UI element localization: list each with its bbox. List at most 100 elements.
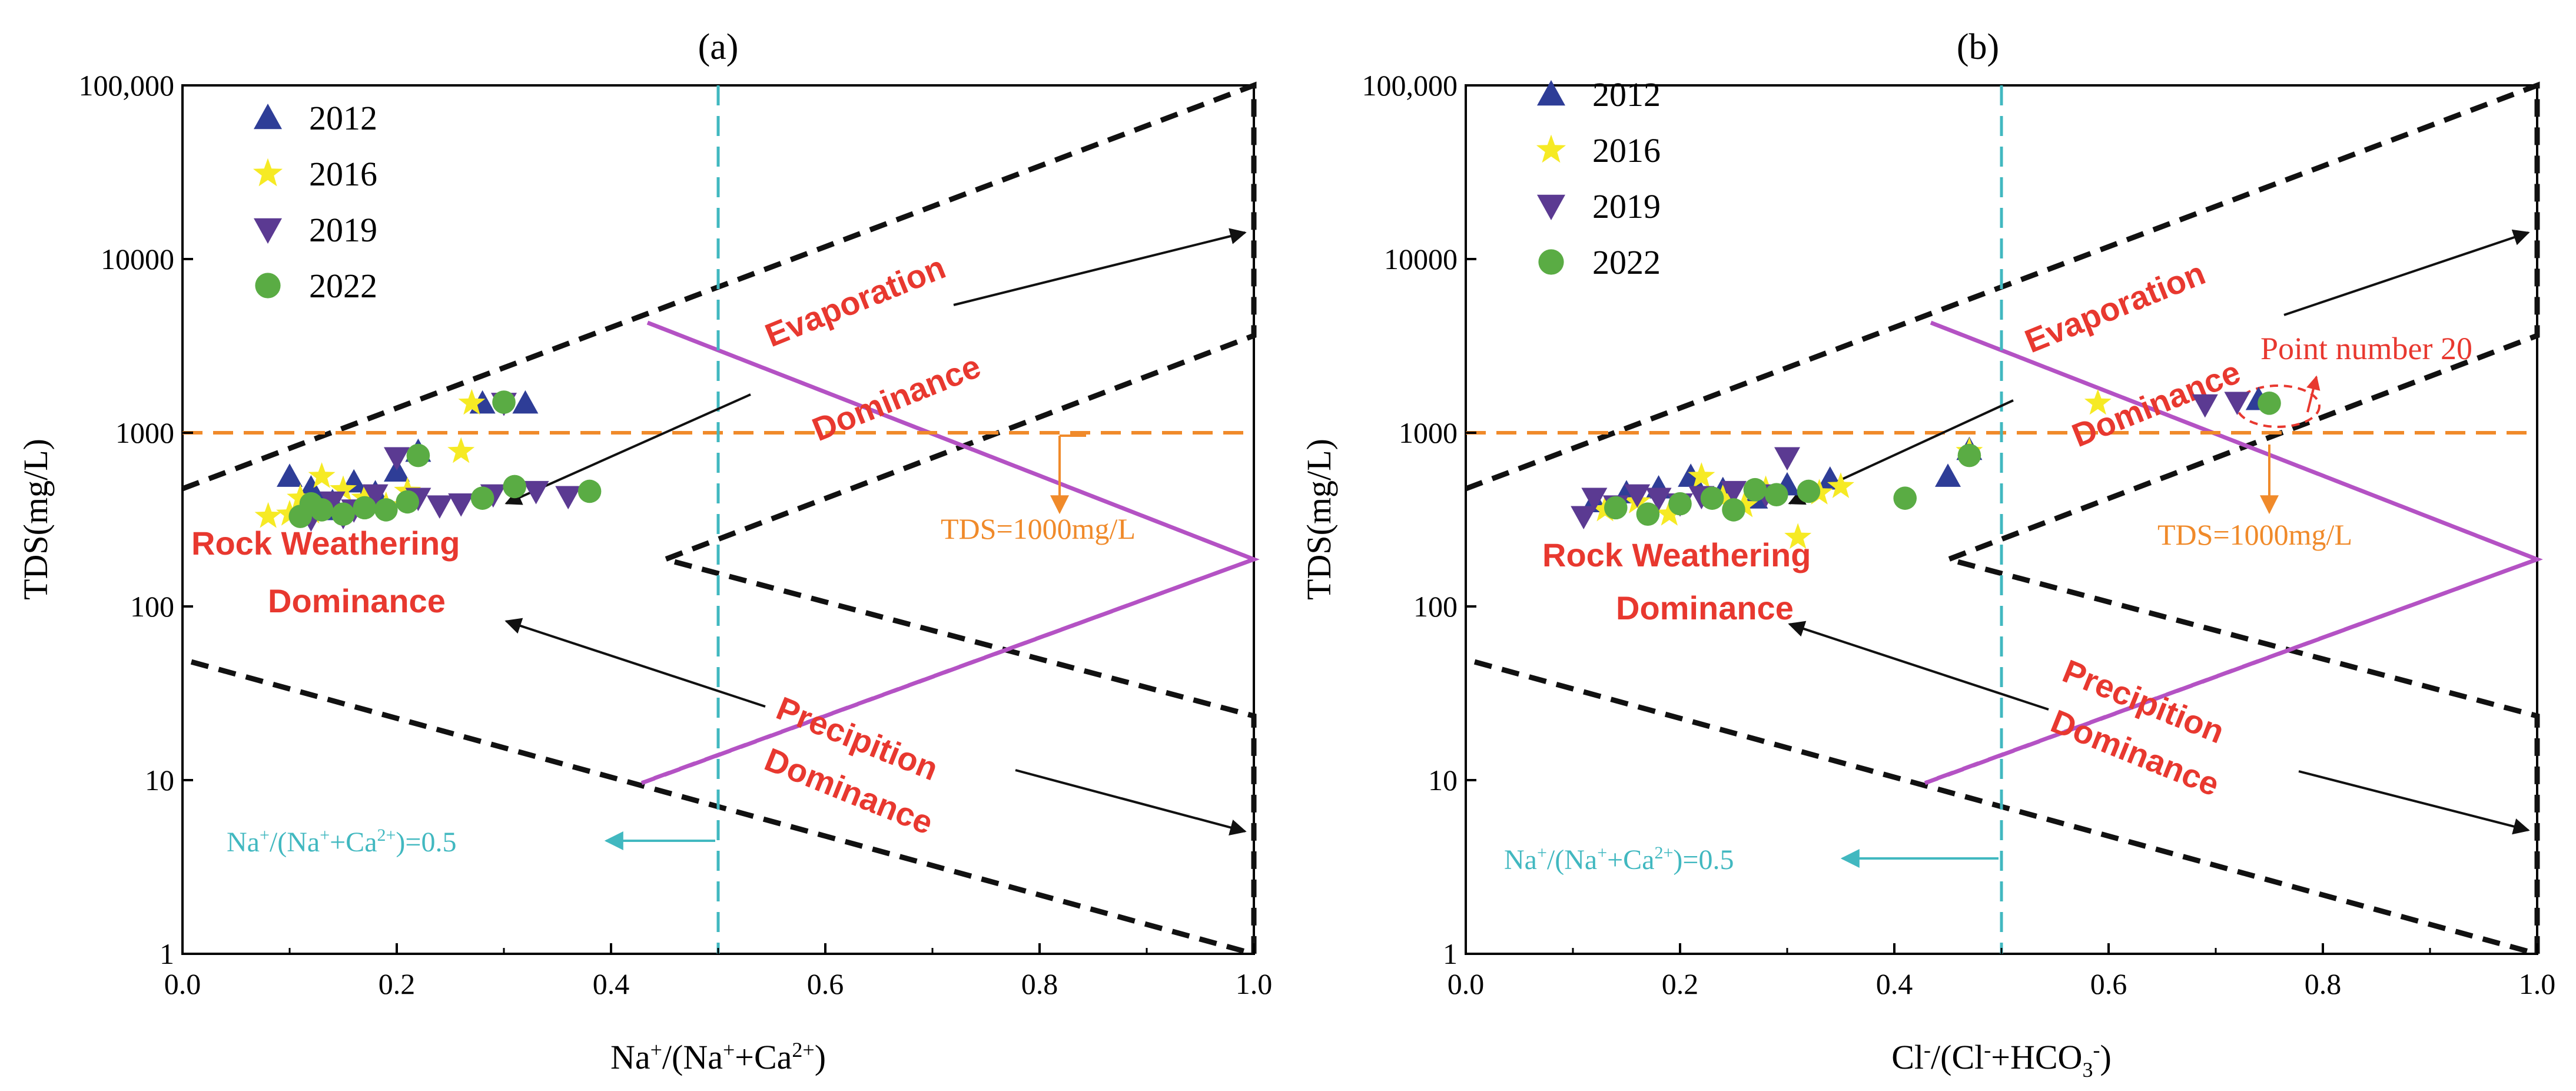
x-tick-label: 0.4 [1876, 967, 1913, 1000]
data-point-2022 [503, 475, 526, 499]
legend-marker-2012 [254, 104, 282, 130]
panel-label: (a) [698, 27, 739, 67]
data-point-2019 [2192, 394, 2218, 418]
data-point-2016 [1731, 491, 1758, 518]
x-tick-label: 1.0 [1236, 967, 1273, 1000]
data-point-2022 [1668, 492, 1692, 516]
precip-arrow [2298, 770, 2530, 835]
data-point-2022 [1722, 498, 1745, 522]
legend-label: 2012 [1592, 75, 1661, 114]
data-point-2022 [331, 502, 355, 526]
data-point-2022 [1636, 502, 1660, 526]
y-ticks: 1 10 100 1000 10000 100,000 [1362, 69, 1476, 970]
x-ticks: 0.0 0.2 0.4 0.6 0.8 1.0 [1448, 943, 2556, 1000]
data-point-2012 [512, 390, 539, 414]
y-ticks: 1 10 100 1000 10000 100,000 [79, 69, 193, 970]
legend-marker-2012 [1537, 80, 1565, 106]
data-point-2019 [362, 484, 389, 508]
data-point-2012 [277, 463, 303, 487]
data-point-2022 [353, 496, 377, 520]
panel-label: (b) [1957, 27, 1999, 67]
data-point-2022 [299, 492, 323, 516]
legend-label: 2016 [1592, 131, 1661, 170]
data-point-2022 [1743, 477, 1767, 502]
data-point-2022 [1765, 483, 1788, 506]
x-axis-label: Cl-/(Cl-+HCO3-) [1891, 1038, 2112, 1082]
legend-label: 2012 [309, 99, 377, 137]
gibbs-boundary [1465, 81, 2540, 957]
data-point-2019 [555, 486, 582, 510]
rock-arrow-lower [504, 618, 766, 708]
data-point-2012 [298, 475, 324, 499]
points [254, 389, 602, 532]
y-tick-label: 10000 [1384, 243, 1458, 276]
legend-label: 2019 [309, 211, 377, 249]
data-point-2022 [406, 443, 430, 467]
panel-a: (a) TDS=1000mg/L Na+/(Na++Ca2+)=0.5 Evap… [16, 27, 1272, 1076]
legend-marker-2019 [254, 218, 282, 244]
rock-arrow-lower [1788, 621, 2049, 711]
data-point-2022 [1604, 496, 1628, 520]
data-point-2019 [2224, 392, 2250, 416]
rock-label: Rock Weathering [191, 525, 460, 562]
y-tick-label: 1 [1443, 937, 1458, 970]
precip-arrow [1015, 769, 1247, 836]
rock-label-2: Dominance [268, 582, 446, 619]
data-point-2016 [1688, 462, 1715, 488]
data-point-2016 [287, 483, 314, 510]
evaporation-label: Evaporation [760, 248, 951, 354]
y-tick-label: 10 [145, 764, 174, 797]
data-point-2016 [308, 462, 336, 488]
legend-marker-2016 [253, 158, 283, 187]
data-point-2019 [384, 447, 410, 471]
y-axis-label: TDS(mg/L) [16, 439, 55, 600]
data-point-2019 [523, 480, 549, 505]
legend: 2012 2016 2019 2022 [253, 99, 377, 305]
data-point-2019 [1624, 484, 1651, 508]
data-point-2022 [470, 486, 494, 510]
x-tick-label: 0.8 [2305, 967, 2342, 1000]
x-tick-label: 1.0 [2519, 967, 2556, 1000]
data-point-2019 [426, 495, 453, 519]
gibbs-boundary [181, 81, 1257, 957]
data-point-2022 [1893, 486, 1917, 510]
data-point-2019 [319, 491, 346, 515]
data-point-2022 [1797, 479, 1821, 503]
data-point-2019 [1774, 447, 1800, 471]
y-axis-label: TDS(mg/L) [1300, 439, 1338, 600]
data-point-2016 [1827, 472, 1854, 498]
ratio-line-label: Na+/(Na++Ca2+)=0.5 [1504, 843, 1734, 876]
points [1571, 386, 2281, 549]
legend-label: 2022 [309, 267, 377, 305]
y-tick-label: 100 [130, 590, 174, 623]
evap-arrow [2283, 229, 2530, 316]
y-tick-label: 1000 [1399, 416, 1458, 449]
data-point-2022 [577, 479, 602, 503]
data-point-2016 [1784, 523, 1812, 549]
legend-marker-2016 [1536, 134, 1566, 163]
x-tick-label: 0.4 [593, 967, 630, 1000]
tds-line-label: TDS=1000mg/L [941, 512, 1136, 545]
x-tick-label: 0.6 [2090, 967, 2127, 1000]
dominance-diamond [640, 320, 1260, 785]
x-tick-label: 0.2 [1662, 967, 1699, 1000]
data-point-2022 [492, 390, 516, 414]
evap-arrow [953, 228, 1247, 306]
legend-label: 2016 [309, 155, 377, 193]
data-point-2016 [330, 475, 357, 502]
data-point-2019 [1571, 506, 1597, 530]
y-tick-label: 100 [1413, 590, 1458, 623]
legend-marker-2019 [1537, 194, 1565, 220]
panel-b: (b) TDS=1000mg/L Point number 20 Na+/(Na… [1300, 27, 2555, 1082]
point-20-arrow [2306, 375, 2321, 413]
rock-label-2: Dominance [1616, 589, 1794, 626]
data-point-2019 [1581, 488, 1608, 512]
data-point-2016 [458, 389, 486, 415]
data-point-2016 [447, 437, 475, 463]
data-point-2019 [448, 493, 474, 517]
rock-label: Rock Weathering [1542, 536, 1811, 573]
y-tick-label: 1000 [115, 416, 174, 449]
data-point-2022 [374, 498, 398, 522]
data-point-2016 [1655, 500, 1683, 526]
